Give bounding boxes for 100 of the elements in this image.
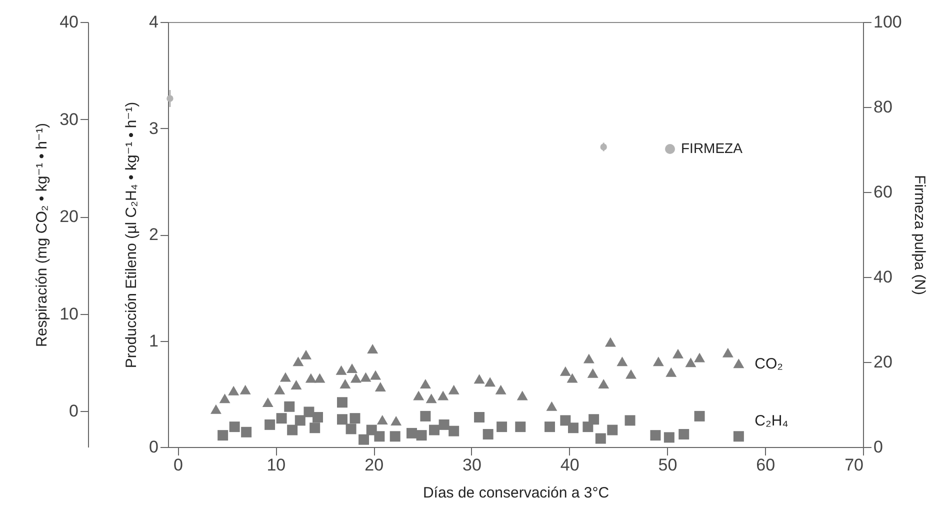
y3-axis-title: Respiración (mg CO₂ • kg⁻¹ • h⁻¹) — [34, 123, 51, 347]
point — [678, 429, 690, 440]
point — [358, 434, 370, 445]
point — [304, 406, 314, 418]
y2-tick-label: 60 — [874, 182, 892, 202]
point — [294, 415, 306, 426]
point — [652, 356, 664, 366]
point — [664, 432, 674, 443]
point — [374, 382, 386, 392]
point — [516, 390, 528, 400]
point — [262, 398, 274, 408]
point — [210, 404, 222, 414]
point — [566, 373, 578, 383]
point — [336, 397, 348, 408]
point — [560, 366, 571, 376]
y2-axis-title: Firmeza pulpa (N) — [910, 174, 928, 296]
point — [284, 401, 295, 412]
x-tick-label: 70 — [844, 456, 864, 474]
point — [300, 350, 312, 360]
point — [515, 422, 526, 432]
x-tick-label: 20 — [364, 456, 384, 474]
y3-tick-label: 30 — [60, 110, 78, 129]
point — [448, 426, 460, 436]
point — [219, 394, 230, 404]
point — [495, 384, 506, 394]
x-tick-label: 30 — [462, 456, 482, 474]
series-label: CO₂ — [754, 355, 784, 372]
series-label: C₂H₄ — [754, 412, 788, 430]
point — [607, 424, 618, 436]
point — [560, 415, 571, 426]
point — [587, 368, 598, 378]
point — [280, 372, 291, 382]
x-tick-label: 50 — [658, 456, 678, 474]
point — [314, 373, 326, 383]
point — [370, 370, 381, 380]
point — [546, 401, 558, 411]
x-tick-label: 10 — [266, 456, 286, 474]
point — [482, 429, 494, 440]
point — [598, 379, 610, 389]
point — [420, 379, 431, 389]
point — [367, 344, 378, 354]
point — [595, 433, 606, 444]
point — [376, 415, 388, 425]
point — [474, 412, 485, 422]
point — [626, 369, 636, 379]
point — [218, 430, 228, 441]
point — [496, 422, 508, 432]
y3-tick-label: 20 — [60, 207, 78, 226]
point — [274, 384, 286, 394]
point — [694, 352, 706, 362]
y-tick-label: 4 — [149, 12, 158, 32]
y-tick-label: 2 — [149, 225, 158, 244]
y-axis-title: Producción Etileno (µl C₂H₄ • kg⁻¹ • h⁻¹) — [123, 102, 140, 368]
y3-tick-label: 0 — [69, 402, 78, 421]
x-tick-label: 40 — [560, 456, 580, 474]
y-tick-label: 1 — [149, 331, 158, 350]
point — [312, 412, 324, 422]
point — [374, 431, 385, 442]
point — [416, 430, 427, 441]
point — [438, 390, 449, 400]
point — [241, 426, 252, 438]
point — [583, 354, 594, 364]
y-tick-label: 3 — [149, 118, 158, 138]
point — [733, 431, 744, 442]
point — [290, 380, 302, 390]
point — [666, 367, 677, 377]
y3-tick-label: 10 — [60, 304, 78, 324]
point — [346, 424, 356, 434]
point — [336, 365, 347, 375]
y-tick-label: 0 — [149, 438, 158, 456]
point — [292, 356, 304, 366]
point — [310, 422, 320, 434]
point — [413, 390, 424, 400]
y2-tick-label: 80 — [874, 98, 892, 116]
point — [305, 373, 316, 383]
point — [240, 384, 251, 394]
y2-tick-label: 40 — [874, 268, 892, 286]
point — [264, 419, 276, 430]
point — [228, 386, 240, 396]
point — [474, 374, 485, 384]
point — [685, 358, 696, 368]
point — [346, 363, 358, 373]
legend-label: FIRMEZA — [681, 140, 744, 156]
point — [276, 413, 287, 424]
point — [624, 415, 636, 426]
y2-tick-label: 0 — [874, 438, 883, 456]
point — [616, 356, 628, 366]
y2-tick-label: 20 — [874, 352, 892, 372]
point — [544, 422, 556, 432]
point — [650, 430, 661, 441]
point — [429, 424, 440, 436]
y3-tick-label: 40 — [60, 12, 78, 32]
x-axis-title: Días de conservación a 3°C — [422, 484, 610, 502]
point — [438, 419, 450, 430]
point — [350, 373, 362, 383]
point — [360, 372, 372, 382]
point — [448, 384, 460, 394]
point — [568, 422, 578, 434]
point — [336, 414, 348, 425]
point — [484, 377, 496, 387]
